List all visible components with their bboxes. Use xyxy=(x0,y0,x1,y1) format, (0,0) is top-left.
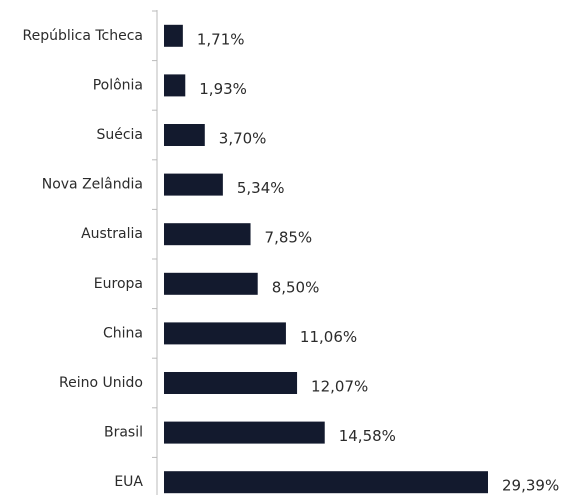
bar xyxy=(164,173,223,196)
y-tick-label: Australia xyxy=(81,226,143,242)
y-tick-label: EUA xyxy=(114,474,143,490)
data-label: 14,58% xyxy=(339,427,396,445)
data-label: 11,06% xyxy=(300,328,357,346)
data-label: 12,07% xyxy=(311,378,368,396)
y-tick-label: República Tcheca xyxy=(23,28,144,44)
y-tick-label: Reino Unido xyxy=(59,375,143,391)
bar xyxy=(164,272,258,295)
bar xyxy=(164,421,325,444)
bar xyxy=(164,322,286,345)
bar xyxy=(164,74,186,97)
bar xyxy=(164,471,488,494)
data-label: 5,34% xyxy=(237,179,285,197)
data-label: 3,70% xyxy=(219,130,267,148)
data-label: 1,93% xyxy=(199,80,247,98)
bar xyxy=(164,372,298,394)
y-tick-label: Brasil xyxy=(104,425,143,441)
data-label: 8,50% xyxy=(272,278,320,296)
data-label: 7,85% xyxy=(265,229,313,247)
y-tick-label: Europa xyxy=(94,276,143,292)
data-label: 1,71% xyxy=(197,30,245,48)
y-tick-label: Suécia xyxy=(96,127,143,143)
bar xyxy=(164,223,251,246)
y-tick-label: Nova Zelândia xyxy=(42,177,143,193)
data-label: 29,39% xyxy=(502,477,559,495)
bar xyxy=(164,124,205,146)
y-tick-label: Polônia xyxy=(93,77,143,93)
bar xyxy=(164,24,183,47)
y-tick-label: China xyxy=(103,325,143,341)
